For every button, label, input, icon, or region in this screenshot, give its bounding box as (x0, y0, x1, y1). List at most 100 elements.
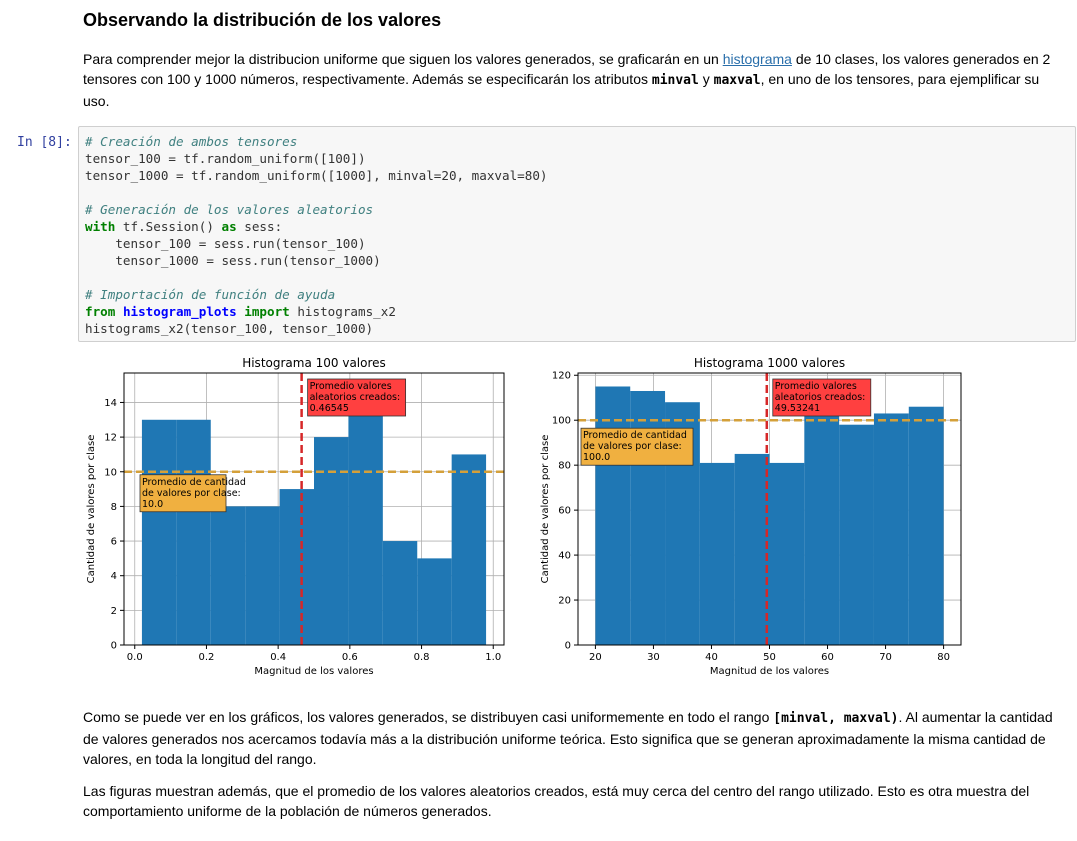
y-tick-label: 100 (552, 416, 571, 427)
intro-text: y (698, 71, 714, 87)
histogram-bar (314, 437, 349, 645)
histogram-bar (908, 406, 944, 645)
mean-annotation-box (772, 378, 872, 417)
code-module: histogram_plots (122, 304, 237, 319)
histogram-bar (451, 454, 487, 645)
histogram-bar (873, 413, 909, 645)
average-annotation-text: 100.0 (583, 452, 610, 463)
intro-paragraph: Para comprender mejor la distribucion un… (83, 49, 1068, 111)
code-comment: # Creación de ambos tensores (85, 134, 298, 149)
minval-code: minval (651, 73, 699, 88)
code-comment: # Generación de los valores aleatorios (85, 202, 374, 217)
average-annotation-box (139, 474, 227, 513)
histogram-chart-2: 20 30 40 50 60 70 80 0 20 40 60 80 100 120 Histograma … (540, 356, 962, 677)
y-tick-label: 40 (558, 551, 571, 562)
y-tick-label: 20 (558, 596, 571, 607)
code-line: histograms_x2(tensor_100, tensor_1000) (85, 321, 374, 336)
section-heading: Observando la distribución de los valore… (83, 10, 442, 30)
histogram-bar (595, 386, 631, 645)
code-editor[interactable]: # Creación de ambos tensores tensor_100 … (85, 133, 548, 337)
code-line: tf.Session() (115, 219, 222, 234)
x-tick-label: 0.4 (270, 652, 286, 663)
input-prompt: In [8]: (17, 135, 72, 150)
x-tick-label: 70 (879, 652, 892, 663)
range-code: [minval, maxval) (773, 711, 899, 726)
average-annotation-text: de valores por clase: (583, 441, 682, 452)
histogram-bar (417, 558, 452, 645)
x-tick-label: 80 (937, 652, 950, 663)
y-tick-label: 10 (104, 467, 117, 478)
histogram-bar (382, 541, 418, 645)
code-line: histograms_x2 (289, 304, 396, 319)
y-tick-label: 120 (552, 371, 571, 382)
x-tick-label: 1.0 (485, 652, 501, 663)
axes-frame (123, 372, 505, 646)
code-line: tensor_1000 = tf.random_uniform([1000], … (85, 168, 548, 183)
y-tick-label: 8 (111, 502, 117, 513)
histogram-bar (839, 424, 874, 645)
cell-output: 0.0 0.2 0.4 0.6 0.8 1.0 0 2 4 6 8 10 12 14 Histograma … (78, 348, 1077, 688)
mean-annotation-text: aleatorios creados: (310, 392, 401, 403)
x-tick-label: 60 (821, 652, 834, 663)
mean-annotation-text: Promedio valores (775, 381, 857, 392)
mean-annotation-text: Promedio valores (310, 381, 392, 392)
mean-annotation-text: 0.46545 (310, 403, 349, 414)
histogram-bar (348, 402, 383, 645)
code-keyword: as (221, 219, 237, 234)
code-cell[interactable]: # Creación de ambos tensores tensor_100 … (78, 126, 1076, 342)
intro-text: , en uno de los tensores, para ejemplifi… (83, 71, 1040, 109)
histogram-bar (699, 462, 735, 645)
histogram-chart-1: 0.0 0.2 0.4 0.6 0.8 1.0 0 2 4 6 8 10 12 14 Histograma … (86, 356, 505, 677)
y-tick-label: 60 (558, 506, 571, 517)
x-tick-label: 0.8 (414, 652, 430, 663)
x-axis-label: Magnitud de los valores (710, 666, 829, 677)
code-line: sess: (236, 219, 283, 234)
histogram-bar (210, 506, 246, 645)
y-tick-label: 6 (111, 537, 117, 548)
x-tick-label: 0.6 (342, 652, 358, 663)
intro-text: de 10 clases, los valores generados en 2… (83, 51, 1051, 87)
code-keyword: import (244, 304, 290, 319)
y-tick-label: 4 (111, 571, 117, 582)
maxval-code: maxval (713, 73, 761, 88)
intro-text: Para comprender mejor la distribucion un… (83, 51, 723, 67)
y-tick-label: 0 (565, 641, 571, 652)
x-tick-label: 30 (647, 652, 660, 663)
mean-annotation-text: 49.53241 (775, 403, 820, 414)
paragraph-text: Como se puede ver en los gráficos, los v… (83, 709, 774, 725)
paragraph-text: . Al aumentar la cantidad de valores gen… (83, 709, 1053, 767)
chart-title: Histograma 100 valores (242, 356, 386, 370)
y-axis-label: Cantidad de valores por clase (86, 435, 97, 584)
y-tick-label: 2 (111, 606, 117, 617)
conclusion-paragraph: Las figuras muestran además, que el prom… (83, 783, 1030, 819)
x-tick-label: 0.2 (198, 652, 214, 663)
mean-annotation-box (307, 378, 407, 417)
code-keyword: from (85, 304, 116, 319)
average-annotation-text: Promedio de cantidad (583, 430, 687, 441)
histogram-bar (804, 388, 840, 645)
average-annotation-text: Promedio de cantidad (142, 477, 246, 488)
y-tick-label: 14 (104, 398, 117, 409)
histogram-bar (176, 419, 211, 645)
histogram-bar (769, 462, 805, 645)
mean-annotation-text: aleatorios creados: (775, 392, 866, 403)
code-line: tensor_100 = sess.run(tensor_100) (85, 236, 366, 251)
code-comment: # Importación de función de ayuda (85, 287, 336, 302)
y-tick-label: 12 (104, 433, 117, 444)
histogram-bar (734, 453, 770, 645)
y-tick-label: 80 (558, 461, 571, 472)
explanation-paragraph: Como se puede ver en los gráficos, los v… (83, 707, 1068, 769)
histogram-link[interactable]: histograma (722, 51, 792, 67)
x-tick-label: 50 (763, 652, 776, 663)
code-line: tensor_100 = tf.random_uniform([100]) (85, 151, 366, 166)
y-tick-label: 0 (111, 641, 117, 652)
histogram-bar (279, 489, 314, 645)
x-tick-label: 20 (589, 652, 602, 663)
average-annotation-text: de valores por clase: (142, 488, 241, 499)
average-annotation-box (580, 427, 694, 466)
y-axis-label: Cantidad de valores por clase (540, 435, 551, 584)
x-tick-label: 0.0 (127, 652, 143, 663)
x-tick-label: 40 (705, 652, 718, 663)
histogram-bar (245, 506, 280, 645)
code-line: tensor_1000 = sess.run(tensor_1000) (85, 253, 381, 268)
